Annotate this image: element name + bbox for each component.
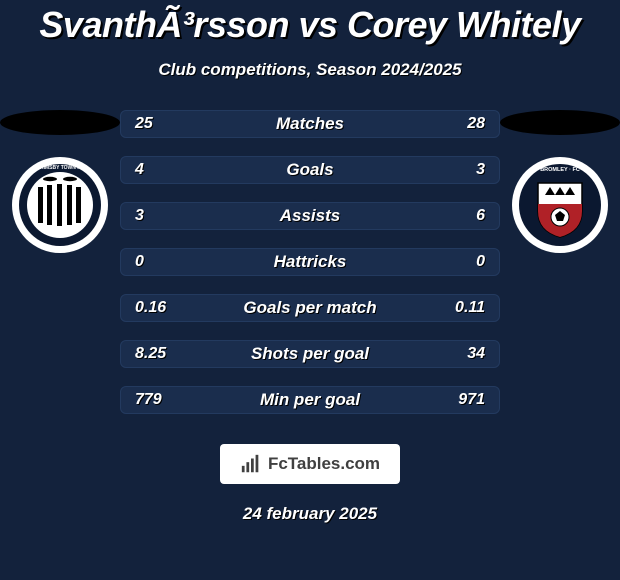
crest-shadow-left xyxy=(0,110,120,135)
stat-right-value: 971 xyxy=(445,391,485,409)
stat-row: 0 Hattricks 0 xyxy=(120,248,500,276)
comparison-title: SvanthÃ³rsson vs Corey Whitely xyxy=(0,0,620,46)
svg-text:GRIMSBY TOWN FC: GRIMSBY TOWN FC xyxy=(36,165,84,171)
bar-chart-icon xyxy=(240,453,262,475)
stats-table: 25 Matches 28 4 Goals 3 3 Assists 6 0 Ha… xyxy=(120,110,500,414)
stat-right-value: 3 xyxy=(445,161,485,179)
stat-row: 3 Assists 6 xyxy=(120,202,500,230)
stat-row: 779 Min per goal 971 xyxy=(120,386,500,414)
stat-label: Shots per goal xyxy=(121,344,499,364)
content-area: GRIMSBY TOWN FC BROMLEY · FC 25 Matches … xyxy=(0,110,620,524)
stat-label: Matches xyxy=(121,114,499,134)
stat-right-value: 0.11 xyxy=(445,299,485,317)
stat-label: Min per goal xyxy=(121,390,499,410)
source-logo-box: FcTables.com xyxy=(220,444,400,484)
stat-label: Goals xyxy=(121,160,499,180)
comparison-date: 24 february 2025 xyxy=(0,504,620,524)
stat-right-value: 0 xyxy=(445,253,485,271)
svg-text:BROMLEY · FC: BROMLEY · FC xyxy=(540,167,580,173)
stat-right-value: 6 xyxy=(445,207,485,225)
stat-right-value: 28 xyxy=(445,115,485,133)
club-crest-left: GRIMSBY TOWN FC xyxy=(10,155,110,255)
stat-row: 8.25 Shots per goal 34 xyxy=(120,340,500,368)
stat-row: 25 Matches 28 xyxy=(120,110,500,138)
stat-label: Assists xyxy=(121,206,499,226)
stat-label: Hattricks xyxy=(121,252,499,272)
stat-row: 0.16 Goals per match 0.11 xyxy=(120,294,500,322)
stat-label: Goals per match xyxy=(121,298,499,318)
stat-right-value: 34 xyxy=(445,345,485,363)
comparison-subtitle: Club competitions, Season 2024/2025 xyxy=(0,60,620,80)
crest-shadow-right xyxy=(500,110,620,135)
stat-row: 4 Goals 3 xyxy=(120,156,500,184)
source-logo-text: FcTables.com xyxy=(268,454,380,474)
club-crest-right: BROMLEY · FC xyxy=(510,155,610,255)
